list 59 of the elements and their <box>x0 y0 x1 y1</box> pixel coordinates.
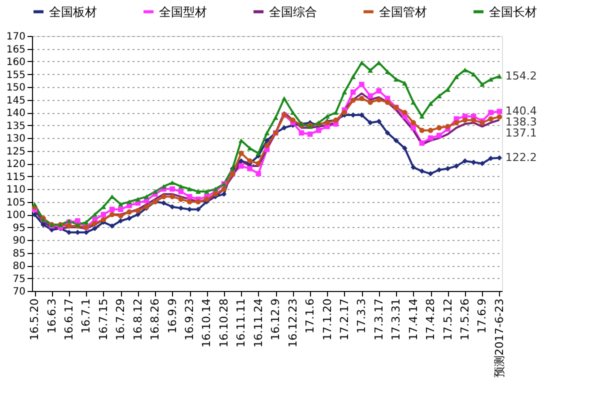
x-tick-label: 17.2.17 <box>338 298 351 340</box>
y-tick-label: 170 <box>6 32 26 42</box>
x-tick-label: 16.9.23 <box>183 298 196 340</box>
legend-label: 全国板材 <box>49 4 97 19</box>
x-tick-label: 16.12.9 <box>269 298 282 340</box>
x-tick-label: 17.6.9 <box>476 298 489 334</box>
y-tick-label: 80 <box>12 261 26 272</box>
x-tick-label: 16.6.17 <box>62 298 76 340</box>
x-tick-label: 17.1.6 <box>304 298 317 334</box>
y-tick-label: 135 <box>6 120 26 132</box>
x-tick-label: 16.5.20 <box>28 298 42 340</box>
x-tick-label: 16.10.28 <box>217 298 230 348</box>
x-tick-label: 17.4.28 <box>424 298 438 340</box>
legend-label: 全国型材 <box>159 4 207 19</box>
annotation: 122.2 <box>505 150 537 164</box>
x-tick-label: 16.10.14 <box>200 298 214 348</box>
x-tick-label: 17.3.3 <box>355 298 368 334</box>
y-tick-label: 110 <box>6 184 26 196</box>
y-tick-label: 105 <box>6 197 26 208</box>
legend-label: 全国长材 <box>489 4 537 19</box>
x-tick-label: 17.1.20 <box>320 298 334 340</box>
y-tick-label: 155 <box>6 70 26 81</box>
y-tick-label: 115 <box>6 172 26 183</box>
x-tick-label: 16.8.26 <box>148 298 162 340</box>
y-tick-label: 125 <box>6 146 26 158</box>
annotation: 154.2 <box>505 69 537 82</box>
x-tick-label: 17.3.17 <box>372 298 386 340</box>
x-tick-label: 16.7.1 <box>80 298 93 334</box>
x-tick-label: 16.12.23 <box>286 298 300 348</box>
annotation: 137.1 <box>505 126 537 140</box>
x-tick-label: 16.7.15 <box>96 298 110 340</box>
x-tick-label: 17.5.26 <box>458 298 472 340</box>
y-tick-label: 145 <box>6 95 26 106</box>
y-tick-label: 160 <box>6 57 26 68</box>
x-tick-label: 预测2017-6-23 <box>492 298 506 378</box>
x-tick-label: 17.4.14 <box>406 298 420 340</box>
x-tick-label: 16.11.24 <box>252 298 265 348</box>
y-tick-label: 95 <box>12 222 26 234</box>
y-tick-label: 140 <box>6 108 26 119</box>
y-tick-label: 130 <box>6 134 26 144</box>
legend-label: 全国管材 <box>379 4 427 19</box>
x-tick-label: 16.8.12 <box>131 298 144 340</box>
annotation: 140.4 <box>505 104 537 118</box>
x-tick-label: 16.9.9 <box>166 298 179 334</box>
legend-label: 全国综合 <box>269 4 317 19</box>
annotation: 138.3 <box>505 115 537 128</box>
y-tick-label: 100 <box>6 210 26 221</box>
y-tick-label: 120 <box>6 159 26 170</box>
x-tick-label: 16.11.11 <box>234 298 248 348</box>
x-tick-label: 17.3.31 <box>390 298 403 340</box>
y-tick-label: 90 <box>12 236 26 246</box>
y-tick-label: 165 <box>6 44 26 56</box>
y-tick-label: 85 <box>12 248 26 260</box>
y-tick-label: 75 <box>12 274 26 285</box>
y-tick-label: 150 <box>6 82 26 94</box>
x-tick-label: 17.5.12 <box>441 298 454 340</box>
x-tick-label: 16.7.29 <box>114 298 128 340</box>
y-tick-label: 70 <box>12 286 26 298</box>
x-tick-label: 16.6.3 <box>45 298 58 334</box>
